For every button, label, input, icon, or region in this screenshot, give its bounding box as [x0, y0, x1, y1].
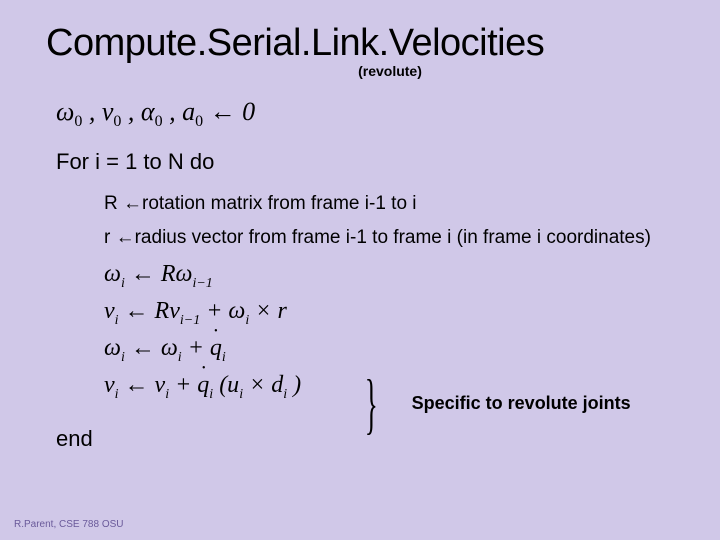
eq-omega: ωi ← Rωi−1 — [104, 257, 720, 294]
radius-vector-line: r ←radius vector from frame i-1 to frame… — [0, 227, 720, 249]
for-loop-line: For i = 1 to N do — [0, 131, 720, 175]
init-equation: ω0 , v0 , α0 , a0 ← 0 — [0, 79, 720, 131]
eq-v: vi ← Rvi−1 + ωi × r — [104, 294, 720, 331]
slide-title: Compute.Serial.Link.Velocities — [0, 0, 720, 65]
footer-credit: R.Parent, CSE 788 OSU — [14, 519, 124, 530]
brace-icon: } — [365, 376, 378, 430]
brace-annotation: } Specific to revolute joints — [355, 376, 631, 430]
slide-subtitle: (revolute) — [0, 63, 720, 79]
eq-omega-dot: ωi ← ωi + qi — [104, 331, 720, 368]
brace-label: Specific to revolute joints — [412, 393, 631, 414]
rotation-matrix-line: R ←rotation matrix from frame i-1 to i — [0, 193, 720, 215]
